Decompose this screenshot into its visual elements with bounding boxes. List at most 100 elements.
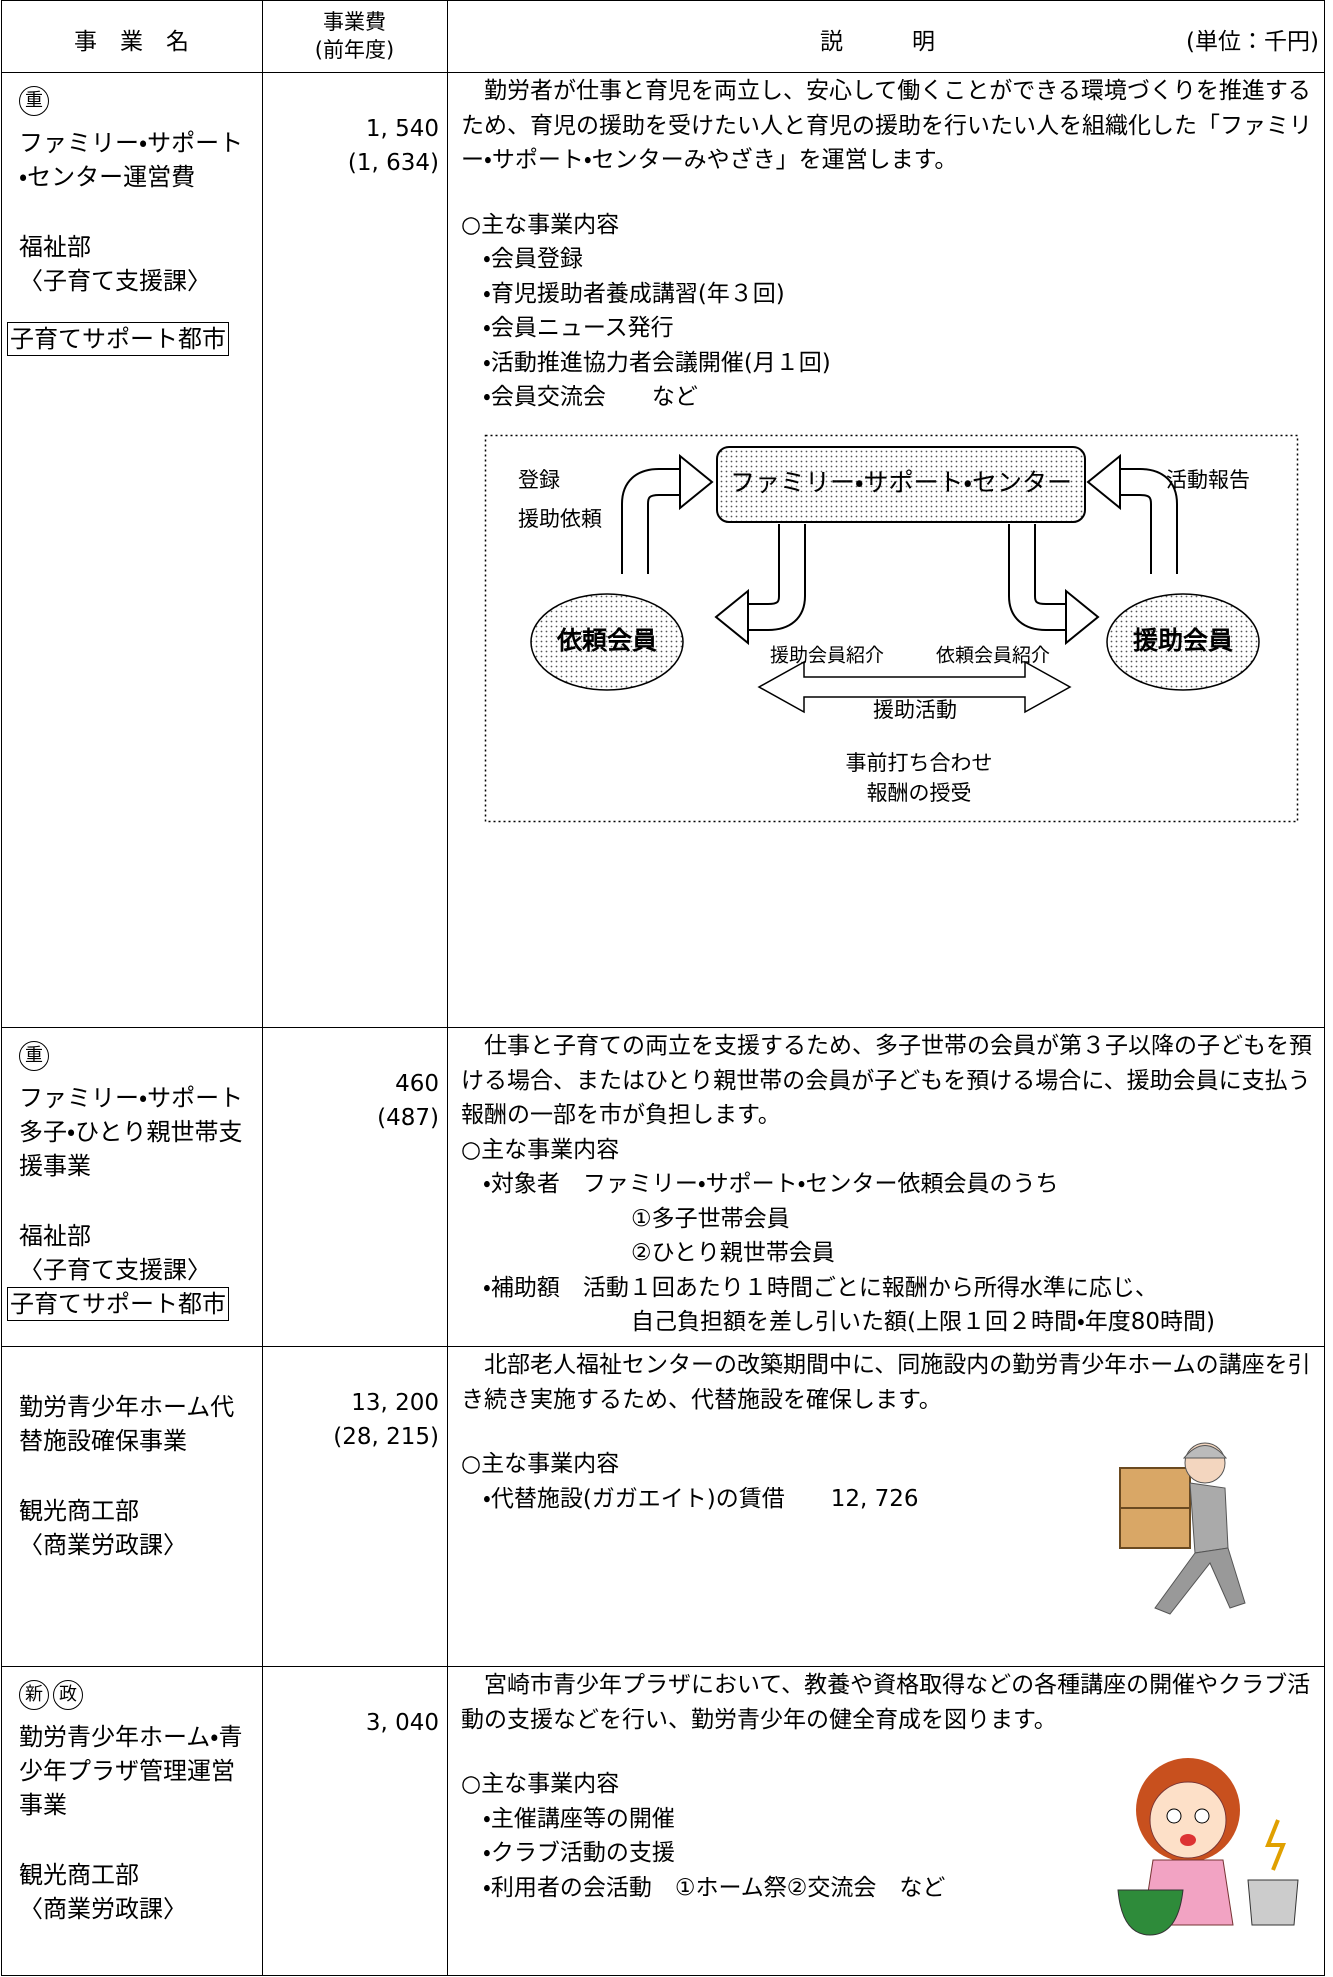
table-cell xyxy=(1,1027,262,1346)
table-cell xyxy=(262,1666,447,1976)
right-top-label: 活動報告 xyxy=(1166,468,1250,492)
label-left: 援助会員紹介 xyxy=(770,645,884,667)
activity: 援助活動 xyxy=(873,698,957,722)
illustration xyxy=(1117,1758,1299,1936)
department: 福祉部 xyxy=(19,1222,91,1250)
heading: ○主な事業内容 xyxy=(461,1451,620,1477)
table-cell xyxy=(1,0,262,72)
arrow-body xyxy=(1118,470,1176,574)
node-right: 援助会員 xyxy=(1133,626,1233,655)
badges: 新政 xyxy=(19,1674,251,1716)
division: 〈子育て支援課〉 xyxy=(19,1256,211,1284)
sub-item: 自己負担額を差し引いた額(上限１回２時間・年度80時間) xyxy=(631,1309,1216,1335)
table-cell xyxy=(262,1027,447,1346)
arrow-body xyxy=(746,524,804,629)
center-label: ファミリー・サポート・センター xyxy=(730,468,1072,497)
cost-prev: (28, 215) xyxy=(333,1424,439,1450)
division: 〈商業労政課〉 xyxy=(19,1895,187,1923)
badge: 政 xyxy=(53,1680,83,1710)
illustration xyxy=(1119,1442,1246,1615)
left-bottom-label: 援助依頼 xyxy=(518,507,602,531)
node-left: 依頼会員 xyxy=(556,626,657,655)
double-arrow xyxy=(757,660,1072,714)
cost-value: 460 xyxy=(395,1071,439,1097)
pot xyxy=(1247,1879,1299,1926)
label-right: 依頼会員紹介 xyxy=(936,645,1050,667)
project-info: 重ファミリー・サポート・センター運営費 福祉部 〈子育て支援課〉 子育てサポート都市 xyxy=(7,80,251,356)
item: ・会員交流会 など xyxy=(483,384,698,410)
note: 報酬の授受 xyxy=(867,781,972,805)
legs xyxy=(1154,1547,1246,1615)
item: ・対象者 ファミリー・サポート・センター依頼会員のうち xyxy=(483,1171,1059,1197)
intro: 宮崎市青少年プラザにおいて、教養や資格取得などの各種講座の開催やクラブ活動の支援… xyxy=(461,1672,1311,1733)
cost-value: 13, 200 xyxy=(351,1390,439,1416)
item: ・育児援助者養成講習(年３回) xyxy=(483,280,785,307)
bowl xyxy=(1117,1889,1184,1936)
badge: 重 xyxy=(19,86,49,116)
intro: 北部老人福祉センターの改築期間中に、同施設内の勤労青少年ホームの講座を引き続き実… xyxy=(461,1352,1311,1413)
description: 勤労者が仕事と育児を両立し、安心して働くことができる環境づくりを推進するため、育… xyxy=(461,74,1325,415)
node-left-shape xyxy=(530,593,684,691)
department: 観光商工部 xyxy=(19,1861,139,1889)
intro: 勤労者が仕事と育児を両立し、安心して働くことができる環境づくりを推進するため、育… xyxy=(461,78,1312,173)
diagram-border xyxy=(484,434,1299,823)
table-cell xyxy=(447,1346,1325,1666)
table-cell xyxy=(447,0,1325,72)
cost: 460 (487) xyxy=(377,1067,439,1135)
eye xyxy=(1166,1808,1182,1824)
arrow-head xyxy=(1086,453,1121,511)
cost-prev: (1, 634) xyxy=(347,150,439,176)
face xyxy=(1149,1781,1227,1859)
mouth xyxy=(1180,1834,1196,1846)
project-name: 勤労青少年ホーム・青少年プラザ管理運営事業 xyxy=(19,1723,243,1819)
heading: ○主な事業内容 xyxy=(461,211,620,238)
eye xyxy=(1194,1808,1210,1824)
project-info: 新政勤労青少年ホーム・青少年プラザ管理運営事業観光商工部〈商業労政課〉 xyxy=(19,1674,251,1926)
cost: 1, 540 (1, 634) xyxy=(348,112,439,180)
sub-item: ②ひとり親世帯会員 xyxy=(631,1240,835,1266)
tag-wrap: 子育てサポート都市 xyxy=(7,322,251,356)
cost: 13, 200 (28, 215) xyxy=(333,1386,439,1454)
arrow-head xyxy=(1065,588,1100,646)
item: ・主催講座等の開催 xyxy=(483,1805,675,1832)
sub-item: ①多子世帯会員 xyxy=(631,1205,790,1232)
badge: 新 xyxy=(19,1680,49,1710)
department: 福祉部 xyxy=(19,233,91,261)
heading: ○主な事業内容 xyxy=(461,1771,620,1797)
project-name: 勤労青少年ホーム代替施設確保事業 xyxy=(19,1393,235,1455)
item: ・会員登録 xyxy=(483,246,583,272)
badges: 重 xyxy=(19,1035,251,1077)
table-cell xyxy=(262,1346,447,1666)
badge: 重 xyxy=(19,1041,49,1071)
header-unit: (単位：千円) xyxy=(1186,29,1319,55)
tag: 子育てサポート都市 xyxy=(7,322,229,356)
tag-wrap: 子育てサポート都市 xyxy=(7,1287,251,1321)
description: 仕事と子育ての両立を支援するため、多子世帯の会員が第３子以降の子どもを預ける場合… xyxy=(461,1029,1325,1340)
center-box xyxy=(716,446,1086,523)
description: 北部老人福祉センターの改築期間中に、同施設内の勤労青少年ホームの講座を引き続き実… xyxy=(461,1348,1325,1516)
table-cell xyxy=(262,0,447,72)
note: 事前打ち合わせ xyxy=(846,751,993,775)
item: ・クラブ活動の支援 xyxy=(483,1840,675,1866)
table-cell xyxy=(447,72,1325,1027)
tag: 子育てサポート都市 xyxy=(7,1287,229,1321)
division: 〈商業労政課〉 xyxy=(19,1531,187,1559)
header-description: 説 明 xyxy=(820,29,935,55)
table-cell xyxy=(447,1027,1325,1346)
cost-value: 3, 040 xyxy=(365,1710,439,1736)
cost: 3, 040 xyxy=(366,1706,439,1740)
item: ・補助額 活動１回あたり１時間ごとに報酬から所得水準に応じ、 xyxy=(483,1274,1158,1301)
project-info: 勤労青少年ホーム代替施設確保事業 観光商工部 〈商業労政課〉 xyxy=(19,1386,251,1562)
table-cell xyxy=(1,72,262,1027)
project-name: ファミリー・サポート多子・ひとり親世帯支援事業 xyxy=(19,1084,244,1180)
table-cell xyxy=(1,1666,262,1976)
arrow-head xyxy=(714,588,749,646)
badges: 重 xyxy=(19,80,251,122)
steam xyxy=(1265,1819,1286,1871)
node-right-shape xyxy=(1106,593,1260,691)
header-cost: 事業費 xyxy=(323,10,386,34)
